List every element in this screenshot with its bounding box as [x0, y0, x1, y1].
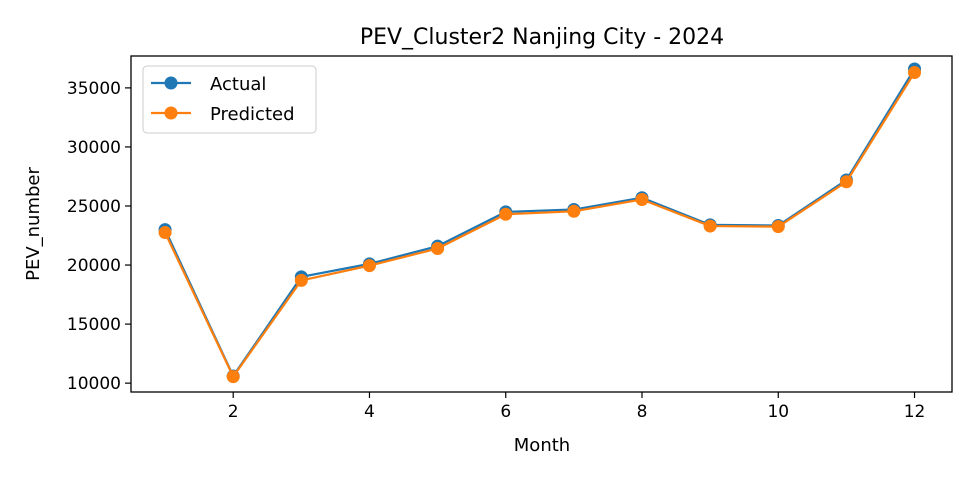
y-axis-label: PEV_number — [23, 167, 44, 281]
data-point-predicted — [635, 192, 649, 206]
y-tick-label: 20000 — [67, 256, 121, 276]
legend-marker-actual — [164, 76, 178, 90]
data-point-predicted — [567, 204, 581, 218]
legend-label-predicted: Predicted — [210, 104, 295, 125]
data-point-predicted — [294, 273, 308, 287]
legend-label-actual: Actual — [210, 74, 266, 95]
x-tick-label: 10 — [767, 402, 789, 422]
y-tick-label: 10000 — [67, 374, 121, 394]
legend-marker-predicted — [164, 106, 178, 120]
y-tick-label: 30000 — [67, 138, 121, 158]
y-axis: 10000 15000 20000 25000 30000 35000 — [67, 79, 131, 394]
series-layer — [158, 62, 922, 384]
data-point-predicted — [431, 242, 445, 256]
y-tick-label: 15000 — [67, 315, 121, 335]
data-point-predicted — [499, 207, 513, 221]
data-point-predicted — [839, 175, 853, 189]
series-line-predicted — [164, 71, 916, 378]
plot-frame — [130, 55, 953, 393]
x-axis: 2 4 6 8 10 12 — [228, 392, 926, 422]
plot-area — [130, 55, 953, 393]
x-tick-label: 6 — [500, 402, 511, 422]
data-point-predicted — [703, 219, 717, 233]
x-tick-label: 4 — [364, 402, 375, 422]
data-point-predicted — [226, 370, 240, 384]
y-tick-label: 35000 — [67, 79, 121, 99]
x-tick-label: 12 — [904, 402, 926, 422]
data-point-predicted — [771, 220, 785, 234]
x-tick-label: 2 — [228, 402, 239, 422]
y-tick-label: 25000 — [67, 197, 121, 217]
data-point-predicted — [362, 259, 376, 273]
chart-title: PEV_Cluster2 Nanjing City - 2024 — [360, 25, 724, 50]
data-point-predicted — [158, 226, 172, 240]
legend: Actual Predicted — [142, 65, 317, 134]
x-tick-label: 8 — [637, 402, 648, 422]
x-axis-label: Month — [514, 435, 570, 456]
data-point-predicted — [908, 66, 922, 80]
